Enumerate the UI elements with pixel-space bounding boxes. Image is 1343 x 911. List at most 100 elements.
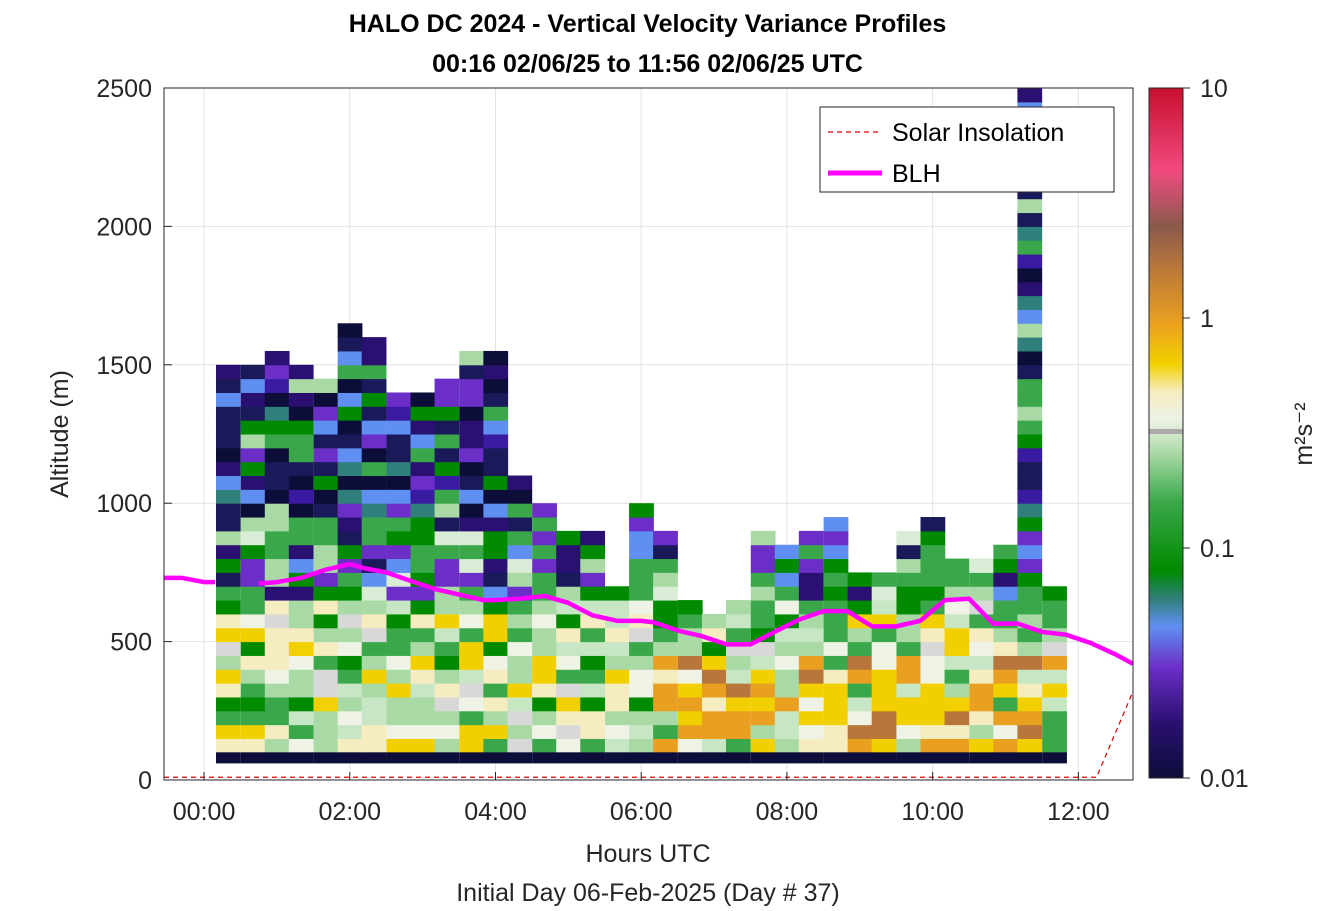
variance-cell — [264, 544, 290, 560]
variance-cell — [993, 544, 1019, 560]
variance-cell — [483, 475, 509, 490]
variance-cell — [1017, 420, 1043, 435]
variance-cell — [386, 669, 412, 684]
variance-cell — [410, 420, 436, 435]
variance-cell — [532, 669, 557, 684]
variance-cell — [653, 710, 678, 726]
variance-cell — [823, 586, 849, 601]
variance-cell — [240, 641, 266, 656]
lowest-gate-cell — [337, 752, 363, 764]
legend-box — [819, 106, 1115, 193]
variance-cell — [459, 724, 485, 739]
variance-cell — [361, 544, 387, 560]
variance-cell — [629, 544, 654, 560]
variance-cell — [240, 683, 266, 698]
variance-cell — [337, 641, 363, 656]
variance-cell — [313, 420, 339, 435]
variance-cell — [361, 738, 387, 753]
variance-cell — [410, 724, 436, 739]
variance-cell — [774, 572, 800, 587]
variance-cell — [386, 544, 412, 560]
variance-cell — [798, 724, 824, 739]
variance-cell — [434, 613, 460, 629]
variance-cell — [313, 683, 339, 698]
legend: Solar Insolation BLH — [819, 106, 1115, 193]
variance-cell — [1017, 530, 1043, 546]
variance-cell — [264, 586, 290, 601]
variance-cell — [677, 669, 703, 684]
variance-cell — [240, 669, 266, 684]
variance-cell — [410, 475, 436, 490]
variance-cell — [507, 572, 533, 587]
variance-cell — [677, 641, 703, 656]
variance-cell — [240, 627, 266, 643]
variance-cell — [774, 641, 800, 656]
variance-cell — [629, 669, 654, 684]
variance-cell — [313, 724, 339, 739]
variance-cell — [993, 600, 1019, 615]
variance-cell — [847, 738, 873, 753]
variance-cell — [386, 489, 412, 504]
variance-cell — [337, 738, 363, 753]
variance-cell — [556, 641, 581, 656]
variance-cell — [459, 683, 485, 698]
variance-cell — [823, 627, 849, 643]
variance-cell — [240, 378, 266, 393]
variance-cell — [920, 710, 946, 726]
variance-cell — [969, 558, 995, 573]
variance-cell — [459, 738, 485, 753]
y-tick-label: 2500 — [96, 75, 152, 103]
lowest-gate-cell — [459, 752, 485, 764]
variance-cell — [871, 627, 897, 643]
y-tick-label: 2000 — [96, 213, 152, 241]
variance-cell — [1017, 254, 1043, 269]
variance-cell — [434, 710, 460, 726]
variance-cell — [556, 724, 581, 739]
variance-cell — [410, 544, 436, 560]
x-axis-label: Hours UTC — [585, 840, 710, 868]
variance-cell — [215, 489, 241, 504]
variance-cell — [288, 392, 314, 407]
variance-cell — [896, 530, 922, 546]
colorbar-unit-label: m²s⁻² — [1290, 402, 1318, 465]
variance-cell — [264, 530, 290, 546]
variance-cell — [532, 613, 557, 629]
variance-cell — [1017, 586, 1043, 601]
variance-cell — [483, 696, 509, 712]
lowest-gate-cell — [580, 752, 606, 764]
variance-cell — [798, 572, 824, 587]
variance-cell — [337, 586, 363, 601]
variance-cell — [483, 600, 509, 615]
variance-cell — [459, 530, 485, 546]
variance-cell — [847, 669, 873, 684]
variance-cell — [532, 710, 557, 726]
variance-cell — [677, 613, 703, 629]
variance-cell — [750, 544, 776, 560]
variance-cell — [532, 696, 557, 712]
x-tick-label: 10:00 — [901, 798, 964, 826]
variance-cell — [556, 613, 581, 629]
variance-cell — [556, 544, 581, 560]
y-axis: 0 500 1000 1500 2000 2500 — [96, 75, 172, 795]
x-tick-label: 02:00 — [319, 798, 382, 826]
variance-cell — [264, 420, 290, 435]
variance-cell — [750, 558, 776, 573]
variance-cell — [920, 572, 946, 587]
variance-cell — [580, 627, 606, 643]
variance-cell — [507, 503, 533, 518]
variance-cell — [361, 503, 387, 518]
variance-cell — [410, 641, 436, 656]
variance-cell — [410, 738, 436, 753]
variance-cell — [337, 489, 363, 504]
variance-cell — [580, 669, 606, 684]
variance-cell — [605, 710, 630, 726]
variance-cell — [1017, 696, 1043, 712]
variance-cell — [847, 683, 873, 698]
variance-cell — [361, 530, 387, 546]
variance-cell — [337, 572, 363, 587]
variance-cell — [434, 669, 460, 684]
variance-cell — [944, 641, 970, 656]
variance-cell — [215, 683, 241, 698]
variance-cell — [337, 337, 363, 352]
variance-cell — [215, 378, 241, 393]
